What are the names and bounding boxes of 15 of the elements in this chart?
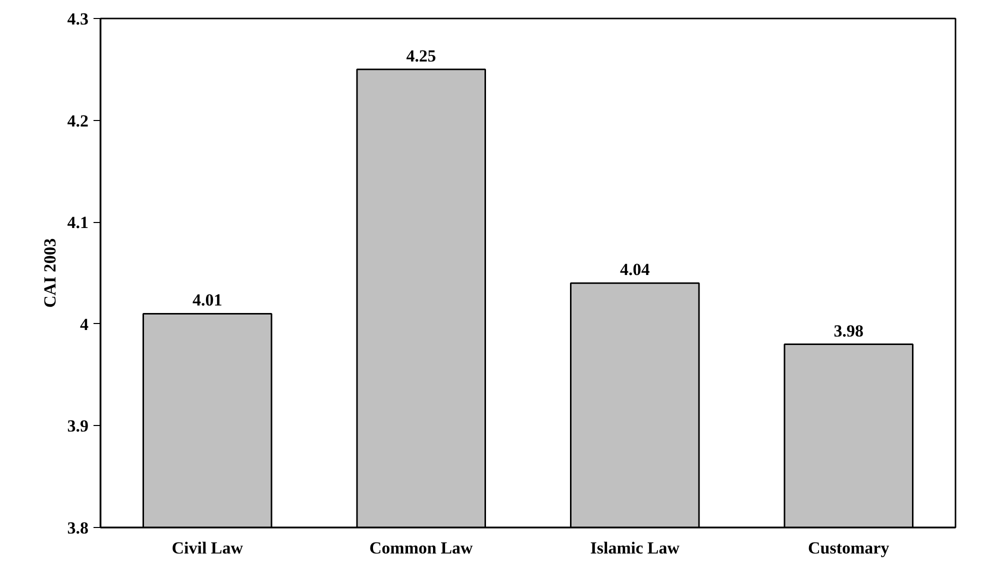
x-tick-label: Islamic Law xyxy=(590,538,680,558)
y-tick-label: 4 xyxy=(80,314,89,334)
y-axis-title: CAI 2003 xyxy=(40,238,60,308)
data-label: 4.25 xyxy=(406,46,436,66)
y-tick-label: 3.8 xyxy=(67,518,88,538)
x-tick-label: Customary xyxy=(808,538,890,558)
data-label: 4.01 xyxy=(192,290,222,310)
data-label: 3.98 xyxy=(834,321,864,340)
y-tick-label: 3.9 xyxy=(67,416,88,436)
y-tick-label: 4.3 xyxy=(67,10,88,28)
y-tick-label: 4.2 xyxy=(67,111,88,130)
data-label: 4.04 xyxy=(620,260,650,280)
x-tick-label: Common Law xyxy=(369,538,474,558)
y-tick-label: 4.1 xyxy=(67,213,88,232)
x-tick-label: Civil Law xyxy=(172,538,244,558)
